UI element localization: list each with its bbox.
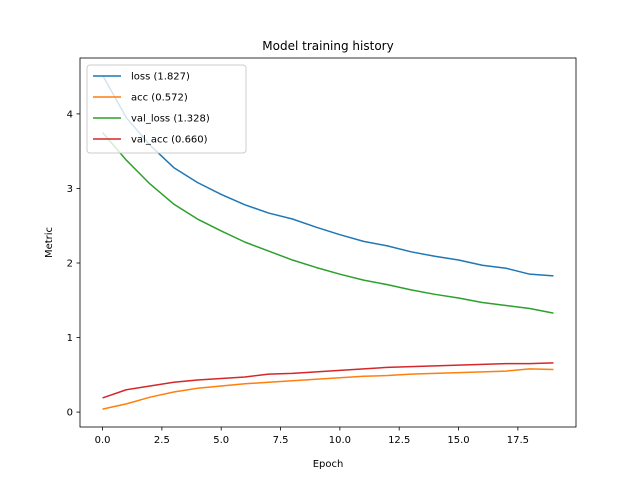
legend-label-loss: loss (1.827) bbox=[131, 72, 190, 83]
y-axis-ticks: 0 1 2 3 4 bbox=[67, 109, 80, 419]
series-line-val_acc bbox=[102, 362, 554, 399]
legend-label-acc: acc (0.572) bbox=[131, 93, 188, 104]
legend-box bbox=[86, 64, 247, 154]
series-line-loss bbox=[101, 74, 554, 277]
x-axis-ticks: 0.0 2.5 5.0 7.5 10.0 12.5 15.0 17.5 bbox=[95, 427, 529, 446]
plot-lines bbox=[101, 74, 554, 410]
x-tick-label: 2.5 bbox=[154, 435, 170, 446]
y-tick-label: 3 bbox=[67, 184, 73, 195]
series-line-val_loss bbox=[101, 132, 554, 314]
x-axis-label: Epoch bbox=[313, 459, 344, 470]
x-tick-label: 12.5 bbox=[388, 435, 410, 446]
x-tick-label: 10.0 bbox=[329, 435, 351, 446]
x-tick-label: 5.0 bbox=[213, 435, 229, 446]
y-tick-label: 1 bbox=[67, 333, 73, 344]
y-tick-label: 2 bbox=[67, 259, 73, 270]
x-tick-label: 7.5 bbox=[273, 435, 289, 446]
x-tick-label: 17.5 bbox=[507, 435, 529, 446]
legend: loss (1.827) acc (0.572) val_loss (1.328) v… bbox=[86, 64, 247, 154]
legend-label-val_acc: val_acc (0.660) bbox=[131, 135, 208, 146]
x-tick-label: 0.0 bbox=[95, 435, 111, 446]
y-tick-label: 0 bbox=[67, 408, 73, 419]
y-tick-label: 4 bbox=[67, 109, 73, 120]
chart-title: Model training history bbox=[262, 39, 393, 53]
series-line-acc bbox=[102, 368, 554, 410]
y-axis-label: Metric bbox=[44, 227, 55, 258]
x-tick-label: 15.0 bbox=[447, 435, 469, 446]
legend-label-val_loss: val_loss (1.328) bbox=[131, 114, 210, 125]
plot-frame bbox=[79, 57, 577, 428]
